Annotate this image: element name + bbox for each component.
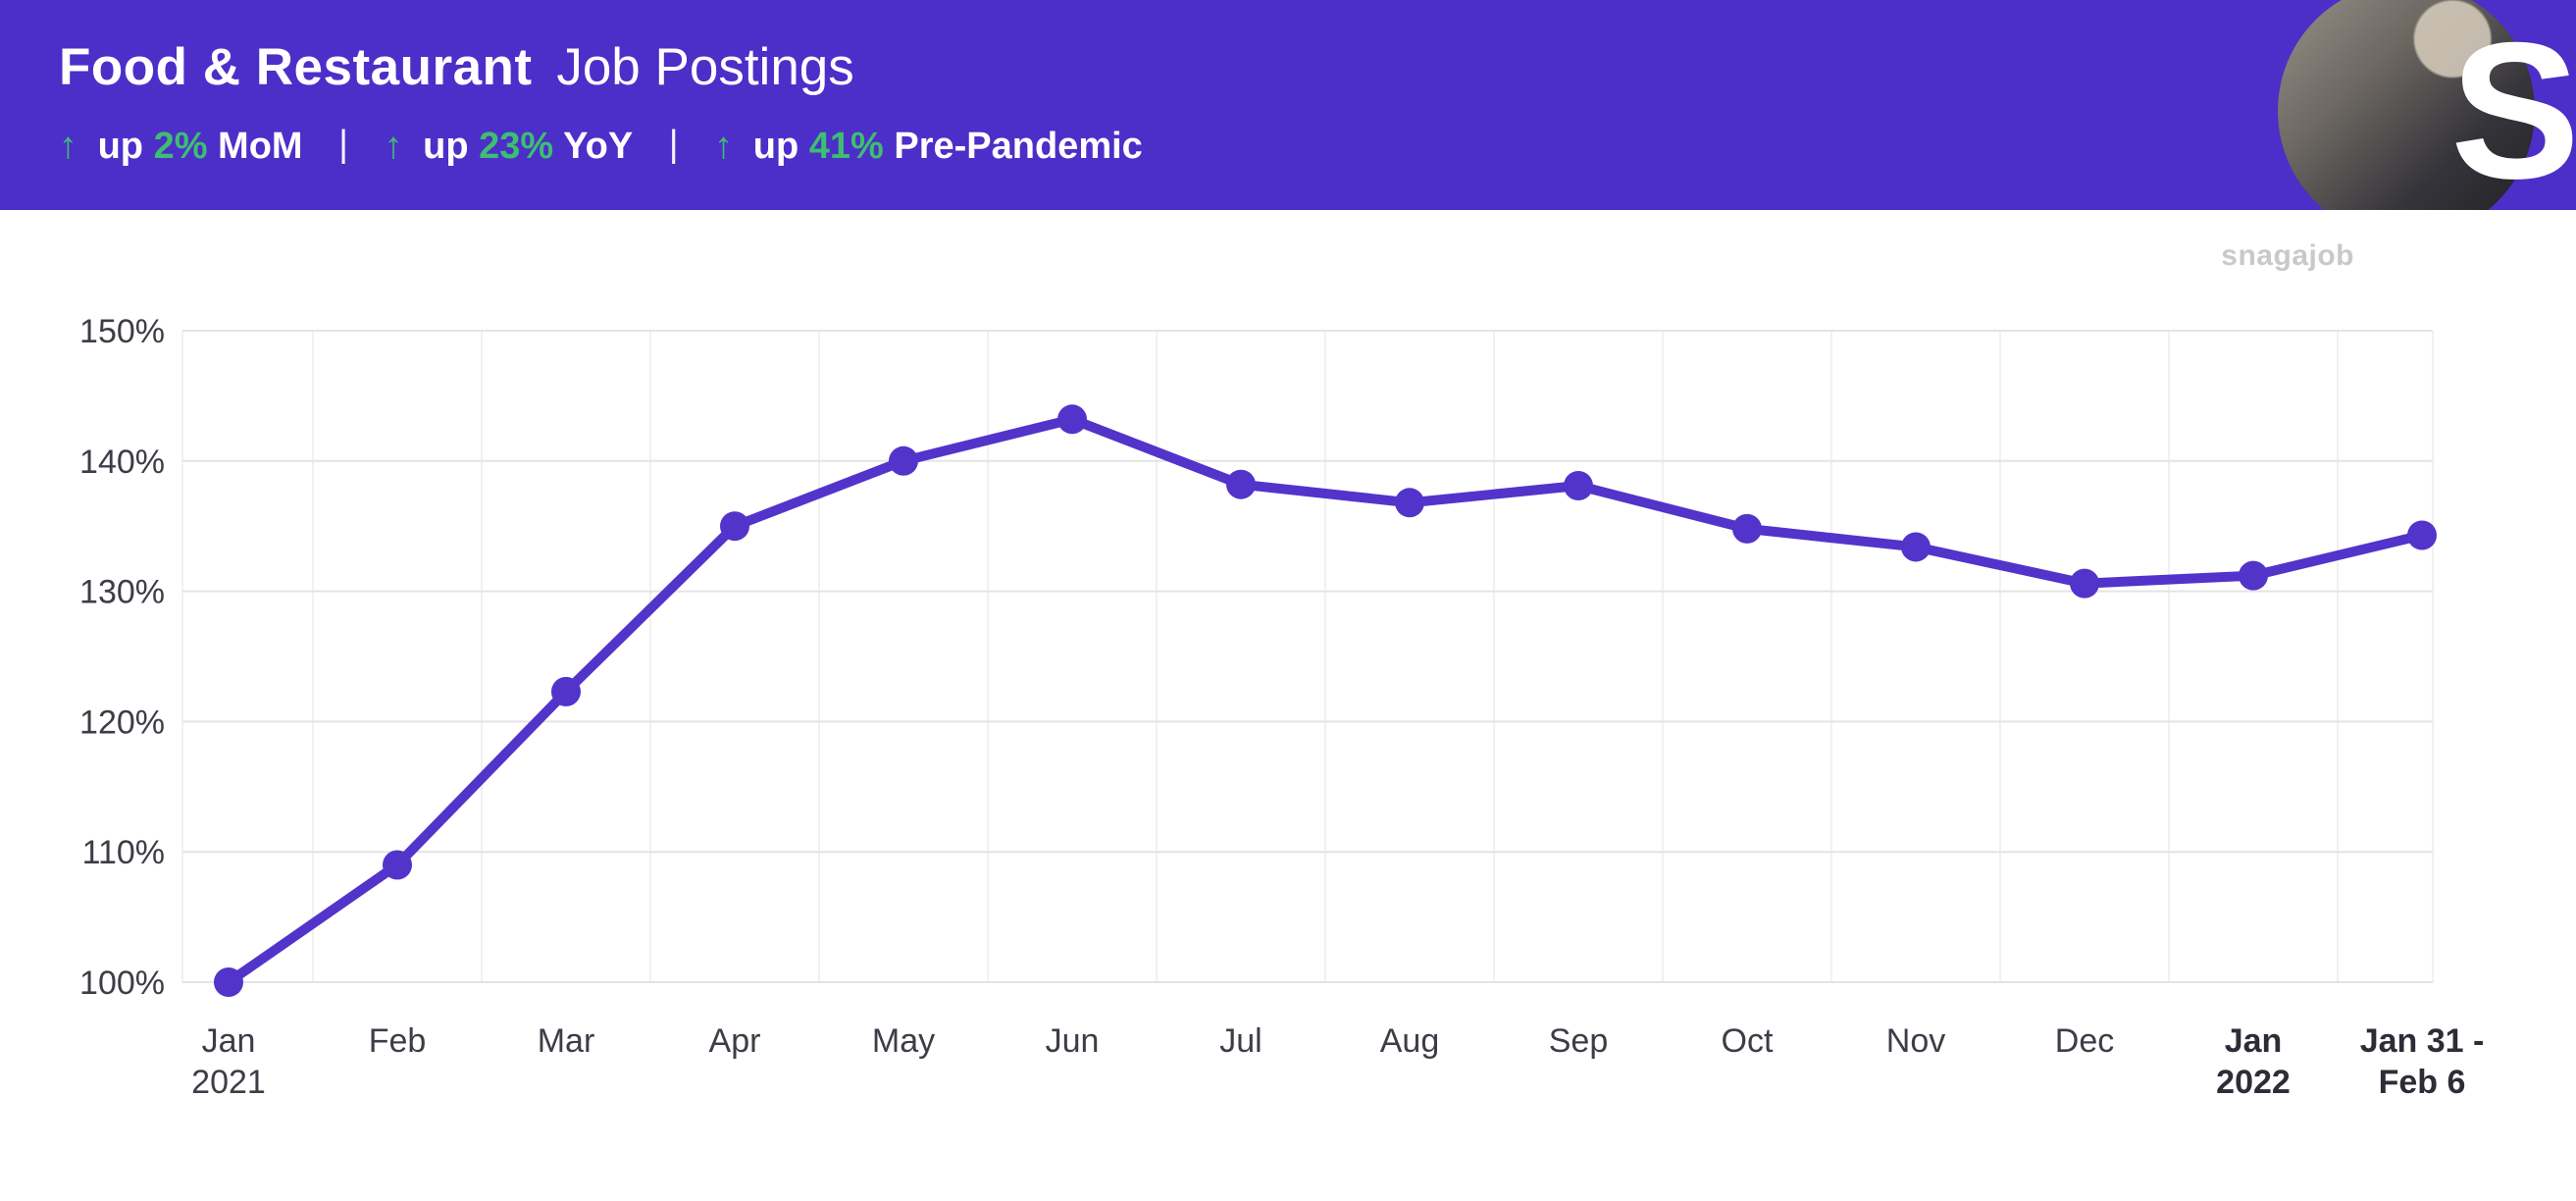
svg-text:Dec: Dec [2055,1022,2114,1060]
stat-divider: | [668,124,679,165]
svg-text:Jan 31 -Feb 6: Jan 31 -Feb 6 [2360,1022,2485,1101]
svg-text:140%: 140% [79,444,165,481]
svg-text:150%: 150% [79,313,165,350]
svg-text:Jul: Jul [1219,1022,1262,1060]
stat-divider: | [338,124,349,165]
snagajob-watermark: snagajob [2221,239,2354,272]
svg-text:May: May [872,1022,935,1060]
up-arrow-icon: ↑ [59,126,77,167]
svg-text:Apr: Apr [709,1022,761,1060]
svg-text:Mar: Mar [538,1022,595,1060]
chef-photo-image [2278,0,2535,210]
svg-text:Aug: Aug [1380,1022,1440,1060]
snagajob-logo-s: S [2450,2,2576,211]
title-bold-segment: Food & Restaurant [59,38,533,96]
stat-suffix: Pre-Pandemic [894,126,1143,167]
stats-row: ↑ up 2% MoM | ↑ up 23% YoY | ↑ up 41% Pr… [59,124,1143,168]
stat-prefix: up [97,126,143,167]
stat-prepandemic: ↑ up 41% Pre-Pandemic [714,126,1143,168]
stat-prefix: up [752,126,799,167]
svg-text:Jun: Jun [1046,1022,1100,1060]
svg-text:Nov: Nov [1886,1022,1945,1060]
stat-prefix: up [423,126,469,167]
stat-value: 41% [808,126,884,167]
header-banner: Food & Restaurant Job Postings ↑ up 2% M… [0,0,2576,210]
svg-text:100%: 100% [79,965,165,1002]
page-title: Food & Restaurant Job Postings [59,37,854,97]
svg-text:120%: 120% [79,704,165,741]
stat-value: 2% [153,126,208,167]
svg-text:Feb: Feb [369,1022,427,1060]
svg-text:Oct: Oct [1722,1022,1774,1060]
svg-text:Sep: Sep [1549,1022,1609,1060]
stat-suffix: YoY [563,126,634,167]
svg-text:110%: 110% [82,834,165,871]
up-arrow-icon: ↑ [384,126,403,167]
svg-text:130%: 130% [79,574,165,611]
stat-mom: ↑ up 2% MoM [59,126,303,168]
up-arrow-icon: ↑ [714,126,734,167]
stat-suffix: MoM [218,126,303,167]
title-regular-segment: Job Postings [556,38,854,96]
stat-yoy: ↑ up 23% YoY [385,126,634,168]
stat-value: 23% [479,126,554,167]
